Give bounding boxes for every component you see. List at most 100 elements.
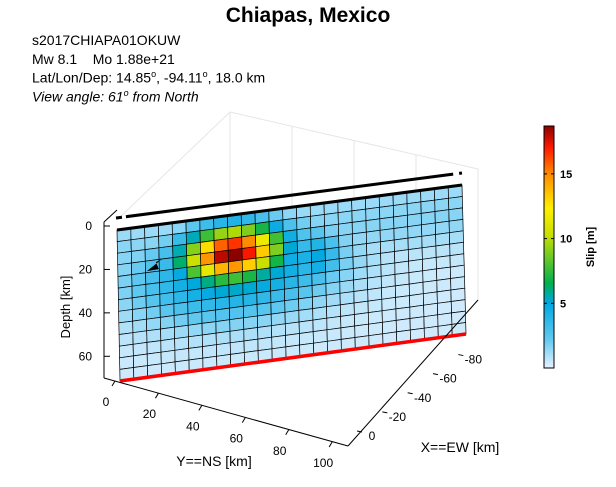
slip-patch [299,331,314,346]
slip-patch [450,276,466,291]
slip-patch [199,240,215,255]
slip-patch [158,245,174,260]
slip-patch [228,271,244,286]
slip-patch [268,219,284,234]
slip-patch [407,247,423,262]
slip-patch [215,319,231,334]
slip-patch [422,268,438,283]
slip-patch [284,309,300,325]
ns-tick-label: 0 [103,395,110,409]
slip-patch [394,249,409,264]
ew-tick-label: -80 [465,353,483,367]
slip-patch [326,304,341,319]
slip-patch [172,255,188,270]
mo-value: Mo 1.88e+21 [92,51,175,67]
degree-mark: o [202,69,208,79]
slip-patch [366,264,382,279]
slip-patch [256,302,272,317]
slip-patch [394,283,410,298]
degree-mark: o [123,88,129,98]
slip-patch [354,323,370,338]
slip-patch [256,290,272,305]
slip-patch [200,286,216,301]
slip-patch [200,251,215,266]
slip-patch [243,327,259,342]
slip-patch [255,256,271,271]
ns-tick-label: 100 [313,456,333,470]
slip-patch [158,234,174,249]
slip-patch [325,258,340,273]
slip-patch [269,254,285,269]
slip-patch [160,338,176,353]
slip-patch [145,293,161,308]
mw-value: Mw 8.1 [32,51,78,67]
slip-patch [270,277,285,292]
slip-patch [324,235,340,250]
slip-patch [366,241,381,256]
slip-patch [255,244,271,259]
view-angle-label: View angle: 61 [32,88,124,105]
colorbar-tick-label: 10 [560,234,572,246]
slip-patch [117,262,133,277]
slip-patch [310,237,326,252]
slip-patch [186,276,202,291]
slip-patch [339,279,355,294]
slip-patch [312,294,327,310]
slip-patch [381,308,397,323]
slip-patch [421,245,437,260]
colorbar-label: Slip [m] [585,227,597,268]
slip-patch [354,312,369,327]
slip-patch [326,316,342,331]
slip-patch [283,275,299,290]
slip-patch [352,266,368,281]
slip-patch [131,295,147,310]
slip-patch [172,266,188,282]
ns-tick-label: 60 [230,432,244,446]
location-line: Lat/Lon/Dep: 14.85o, -94.11o, 18.0 km [32,69,265,86]
fault-edges [115,171,467,383]
slip-patch [257,336,273,351]
slip-patch [284,298,300,313]
slip-patch [312,306,328,321]
slip-patch [242,303,258,319]
slip-patch [423,314,439,329]
slip-patch [187,322,203,338]
slip-patch [282,217,298,232]
ns-tick [241,417,246,423]
slip-patch [146,328,162,343]
axes-box-front [103,209,479,447]
slip-patch [187,288,202,303]
slip-patch [297,261,313,277]
ns-tick [328,441,333,448]
box-edge [103,209,118,223]
slip-patch [187,299,203,315]
slip-patch [393,237,409,252]
slip-patch [379,216,395,231]
slip-patch [380,239,395,254]
slip-patch [339,291,355,306]
slip-patch [188,346,204,361]
slip-patch [242,280,258,296]
slip-patch [213,226,229,241]
slip-patch [201,332,217,348]
slip-patch [298,296,314,311]
slip-patch [325,292,341,308]
slip-patch [242,269,257,284]
slip-patch [437,312,453,327]
y-axis-line [103,377,349,447]
slip-patch [434,209,450,224]
slip-patch [421,222,436,237]
slip-patch [311,283,327,298]
slip-patch [117,274,133,289]
slip-patch [409,304,425,319]
slip-patch [118,332,134,347]
slip-patch [172,243,188,258]
slip-patch [257,325,273,340]
slip-patch [380,273,396,289]
slip-patch [229,317,245,332]
slip-patch [395,306,411,321]
slip-patch [434,220,450,235]
slip-patch [269,242,285,257]
ew-tick-label: 0 [369,429,376,443]
